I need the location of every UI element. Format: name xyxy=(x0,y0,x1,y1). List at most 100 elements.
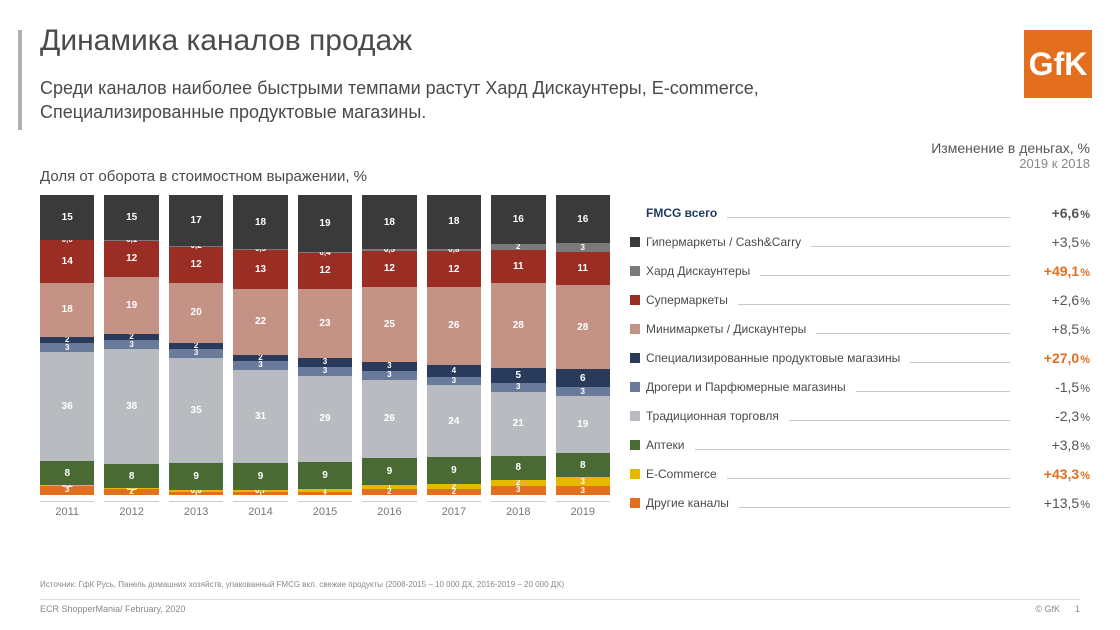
bar-segment-supermarkets: 12 xyxy=(169,247,223,283)
bar-segment-ecommerce: 0,2 xyxy=(40,485,94,486)
bar-segment-pharmacy: 9 xyxy=(233,463,287,490)
footer-event: ECR ShopperMania/ February, 2020 xyxy=(40,604,185,614)
bar-segment-other: 3 xyxy=(556,486,610,495)
x-axis-label: 2013 xyxy=(169,501,223,518)
bar-segment-specialized: 2 xyxy=(104,334,158,340)
legend-line xyxy=(727,208,1010,218)
legend-swatch xyxy=(630,237,640,247)
legend-value: +13,5% xyxy=(1020,495,1090,511)
legend-label: Специализированные продуктовые магазины xyxy=(646,351,900,365)
x-axis-label: 2016 xyxy=(362,501,416,518)
legend-value: +8,5% xyxy=(1020,321,1090,337)
bar-segment-ecommerce: 0,6 xyxy=(169,490,223,492)
legend-line xyxy=(727,469,1010,479)
bar-segment-ecommerce: 0,3 xyxy=(104,488,158,489)
footer-page: 1 xyxy=(1075,604,1080,614)
bar-segment-drogerie: 3 xyxy=(169,349,223,358)
legend-label: Другие каналы xyxy=(646,496,729,510)
bar-segment-hypermarkets: 18 xyxy=(427,195,481,249)
bar-segment-hard_discounters: 2 xyxy=(491,244,545,250)
bar-segment-specialized: 2 xyxy=(233,355,287,361)
change-subtitle: 2019 к 2018 xyxy=(931,156,1090,171)
change-header: Изменение в деньгах, % 2019 к 2018 xyxy=(931,140,1090,171)
bar-segment-minimarkets: 25 xyxy=(362,287,416,362)
legend-swatch xyxy=(630,382,640,392)
bar-segment-specialized: 5 xyxy=(491,368,545,383)
legend-label: Гипермаркеты / Cash&Carry xyxy=(646,235,801,249)
bar-segment-drogerie: 3 xyxy=(362,371,416,380)
legend-line xyxy=(695,440,1011,450)
legend-value: -1,5% xyxy=(1020,379,1090,395)
bar-segment-hard_discounters: 3 xyxy=(556,243,610,252)
legend-label: FMCG всего xyxy=(646,206,717,220)
bar-segment-minimarkets: 26 xyxy=(427,287,481,365)
bar-segment-pharmacy: 9 xyxy=(298,462,352,489)
bar-segment-hard_discounters: 0,4 xyxy=(298,252,352,253)
bar-segment-traditional: 36 xyxy=(40,352,94,461)
bar-stack: 119293323120,419 xyxy=(298,195,352,495)
bar-column: 10,69353220120,2172013 xyxy=(169,195,223,518)
x-axis-label: 2017 xyxy=(427,501,481,518)
legend-row-ecommerce: E-Commerce +43,3% xyxy=(630,459,1090,488)
legend-swatch xyxy=(630,498,640,508)
bar-column: 20,38383219120,1152012 xyxy=(104,195,158,518)
legend-swatch xyxy=(630,353,640,363)
bar-segment-hard_discounters: 0,5 xyxy=(362,249,416,251)
bar-segment-specialized: 3 xyxy=(298,358,352,367)
accent-bar xyxy=(18,30,22,130)
bar-segment-hypermarkets: 18 xyxy=(233,195,287,249)
bar-segment-traditional: 19 xyxy=(556,396,610,453)
bar-stack: 10,79313222130,318 xyxy=(233,195,287,495)
bar-segment-drogerie: 3 xyxy=(556,387,610,396)
chart-title: Доля от оборота в стоимостном выражении,… xyxy=(40,168,367,185)
bar-segment-minimarkets: 23 xyxy=(298,289,352,358)
bar-segment-supermarkets: 12 xyxy=(427,251,481,287)
bar-segment-supermarkets: 11 xyxy=(491,250,545,283)
bar-stack: 33819362811316 xyxy=(556,195,610,495)
bar-segment-hypermarkets: 15 xyxy=(40,195,94,240)
x-axis-label: 2018 xyxy=(491,501,545,518)
bar-segment-minimarkets: 18 xyxy=(40,283,94,337)
bar-segment-pharmacy: 9 xyxy=(169,463,223,490)
bar-segment-minimarkets: 22 xyxy=(233,289,287,355)
bar-segment-hypermarkets: 16 xyxy=(556,195,610,243)
bar-segment-other: 3 xyxy=(491,486,545,495)
bar-column: 119293323120,4192015 xyxy=(298,195,352,518)
bar-segment-traditional: 38 xyxy=(104,349,158,464)
x-axis-label: 2014 xyxy=(233,501,287,518)
legend-label: Дрогери и Парфюмерные магазины xyxy=(646,380,846,394)
legend-label: E-Commerce xyxy=(646,467,717,481)
legend-row-specialized: Специализированные продуктовые магазины+… xyxy=(630,343,1090,372)
bar-segment-traditional: 24 xyxy=(427,385,481,457)
legend-value: -2,3% xyxy=(1020,408,1090,424)
bar-segment-hypermarkets: 17 xyxy=(169,195,223,246)
bar-segment-minimarkets: 19 xyxy=(104,277,158,334)
x-axis-label: 2015 xyxy=(298,501,352,518)
bar-segment-supermarkets: 12 xyxy=(104,241,158,277)
bar-segment-drogerie: 3 xyxy=(298,367,352,376)
legend-row-drogerie: Дрогери и Парфюмерные магазины -1,5% xyxy=(630,372,1090,401)
footer: Источник: ГфК Русь, Панель домашних хозя… xyxy=(40,580,1080,614)
legend-value: +43,3% xyxy=(1020,466,1090,482)
stacked-bar-chart: 30,28363218140,015201120,38383219120,115… xyxy=(40,198,610,518)
change-title: Изменение в деньгах, % xyxy=(931,140,1090,156)
legend-swatch xyxy=(630,324,640,334)
legend: FMCG всего+6,6%Гипермаркеты / Cash&Carry… xyxy=(630,198,1090,517)
bar-segment-drogerie: 3 xyxy=(40,343,94,352)
legend-value: +3,5% xyxy=(1020,234,1090,250)
legend-row-supermarkets: Супермаркеты+2,6% xyxy=(630,285,1090,314)
bar-segment-supermarkets: 12 xyxy=(298,253,352,289)
bar-segment-traditional: 29 xyxy=(298,376,352,463)
legend-label: Минимаркеты / Дискаунтеры xyxy=(646,322,806,336)
legend-value: +3,8% xyxy=(1020,437,1090,453)
bar-segment-drogerie: 3 xyxy=(233,361,287,370)
bar-stack: 229243426120,818 xyxy=(427,195,481,495)
bar-segment-hard_discounters: 0,8 xyxy=(427,249,481,251)
bar-segment-ecommerce: 2 xyxy=(427,484,481,489)
legend-swatch xyxy=(630,411,640,421)
bar-segment-hypermarkets: 15 xyxy=(104,195,158,240)
bar-segment-traditional: 21 xyxy=(491,392,545,456)
x-axis-label: 2011 xyxy=(40,501,94,518)
bar-segment-specialized: 2 xyxy=(169,343,223,349)
legend-line xyxy=(739,498,1010,508)
